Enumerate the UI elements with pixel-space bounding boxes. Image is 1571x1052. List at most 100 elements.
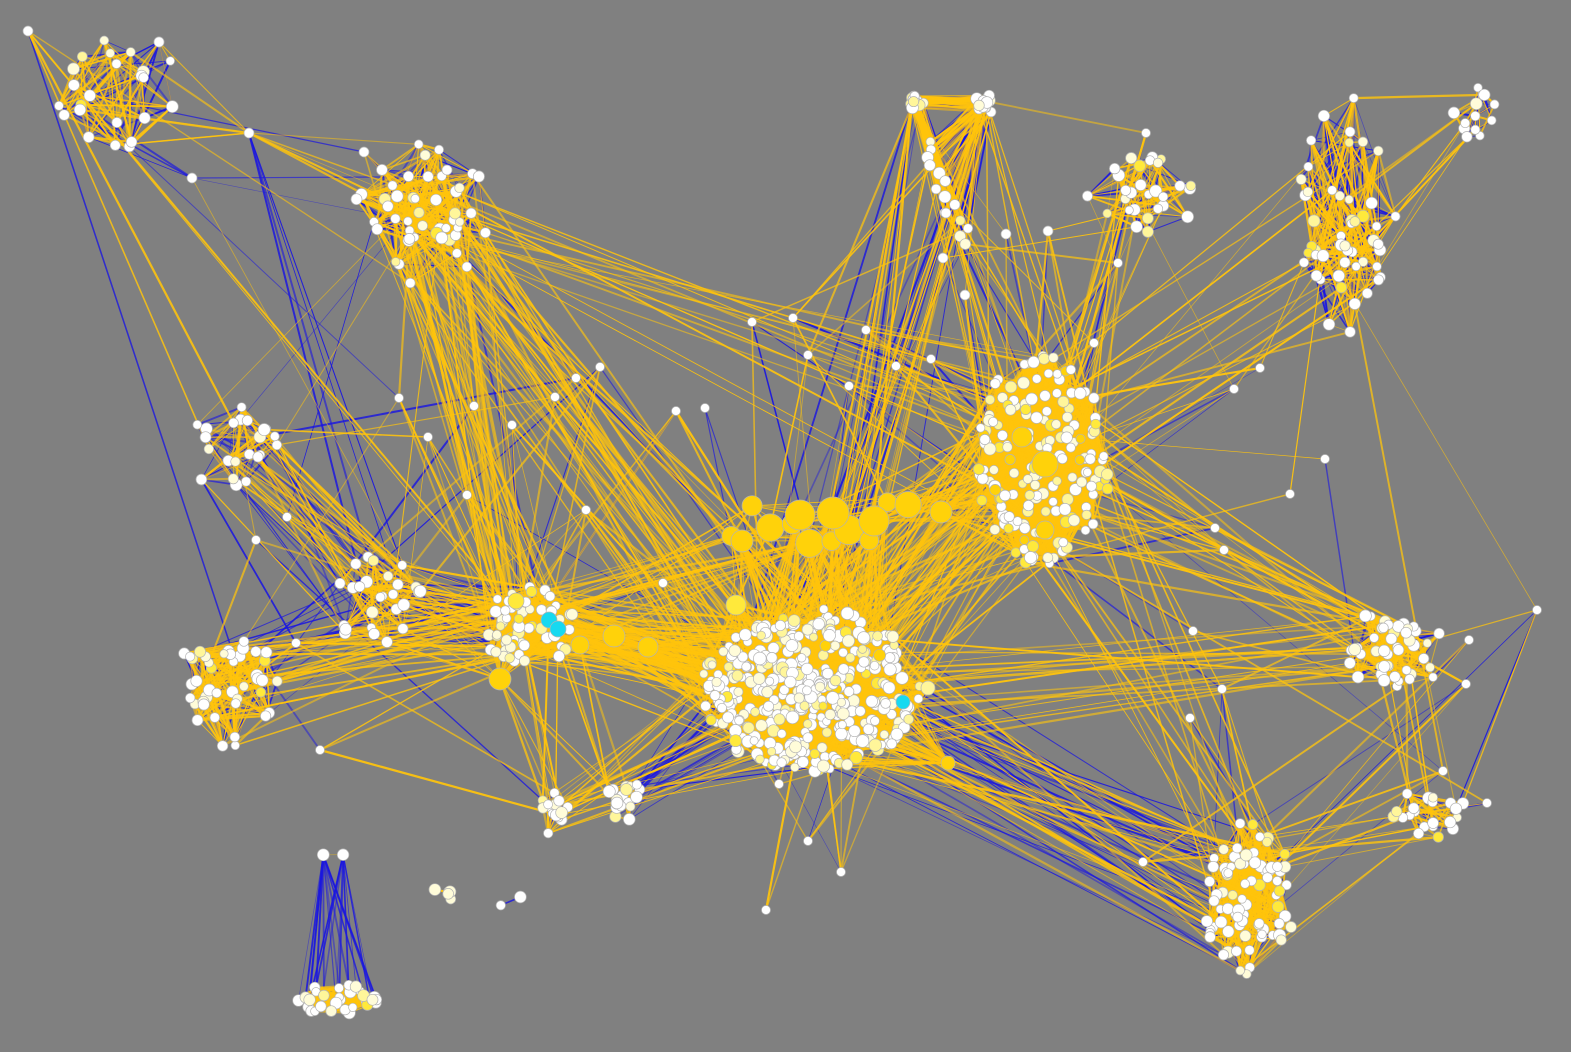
graph-node-satellite[interactable] xyxy=(891,361,901,371)
graph-node-satellite[interactable] xyxy=(747,317,757,327)
graph-node[interactable] xyxy=(1235,965,1245,976)
graph-node[interactable] xyxy=(334,577,346,589)
graph-node[interactable] xyxy=(705,714,717,726)
graph-node[interactable] xyxy=(802,685,812,696)
graph-node[interactable] xyxy=(376,164,388,176)
graph-node[interactable] xyxy=(1378,622,1389,633)
graph-node[interactable] xyxy=(366,993,379,1006)
graph-node[interactable] xyxy=(883,662,897,677)
graph-node[interactable] xyxy=(1361,287,1373,299)
graph-node[interactable] xyxy=(519,655,531,667)
graph-node[interactable] xyxy=(890,727,904,741)
graph-node[interactable] xyxy=(165,56,175,66)
graph-node[interactable] xyxy=(959,238,972,250)
graph-node-satellite[interactable] xyxy=(315,745,325,755)
graph-node-satellite[interactable] xyxy=(1320,454,1330,464)
graph-node[interactable] xyxy=(1310,269,1323,282)
graph-node[interactable] xyxy=(1074,454,1086,466)
graph-node[interactable] xyxy=(1052,369,1062,379)
graph-node[interactable] xyxy=(997,392,1008,404)
graph-node[interactable] xyxy=(325,1005,337,1017)
graph-node[interactable] xyxy=(814,681,826,692)
graph-node-satellite[interactable] xyxy=(571,373,581,383)
graph-node[interactable] xyxy=(809,632,819,642)
graph-node[interactable] xyxy=(819,604,829,614)
graph-node[interactable] xyxy=(755,719,768,732)
graph-node[interactable] xyxy=(544,591,556,602)
graph-node[interactable] xyxy=(1470,97,1483,110)
graph-node[interactable] xyxy=(1030,411,1043,424)
graph-node[interactable] xyxy=(138,72,149,83)
graph-node[interactable] xyxy=(191,714,204,727)
graph-node[interactable] xyxy=(227,473,239,485)
graph-node[interactable] xyxy=(1407,802,1420,814)
graph-node[interactable] xyxy=(999,489,1011,502)
graph-node[interactable] xyxy=(793,692,805,704)
graph-node[interactable] xyxy=(1134,179,1147,191)
graph-node[interactable] xyxy=(1075,433,1086,444)
graph-node[interactable] xyxy=(1057,395,1070,408)
graph-node[interactable] xyxy=(1068,514,1081,527)
graph-node[interactable] xyxy=(434,144,444,155)
graph-node-satellite[interactable] xyxy=(937,252,949,264)
graph-node-satellite[interactable] xyxy=(774,779,784,789)
graph-node[interactable] xyxy=(1348,93,1359,103)
graph-node[interactable] xyxy=(209,712,221,723)
graph-node[interactable] xyxy=(1004,454,1016,466)
graph-node[interactable] xyxy=(882,681,896,695)
graph-node[interactable] xyxy=(513,613,524,624)
graph-node[interactable] xyxy=(1109,162,1121,175)
graph-node[interactable] xyxy=(1214,915,1228,929)
graph-node[interactable] xyxy=(1004,404,1017,416)
graph-node[interactable] xyxy=(105,48,115,58)
graph-node[interactable] xyxy=(756,513,785,542)
graph-node[interactable] xyxy=(1227,890,1238,901)
graph-node-satellite[interactable] xyxy=(581,505,591,515)
graph-node[interactable] xyxy=(709,690,721,701)
graph-node[interactable] xyxy=(219,649,229,659)
graph-node[interactable] xyxy=(630,790,643,804)
graph-node[interactable] xyxy=(1285,921,1297,933)
graph-node[interactable] xyxy=(843,686,855,697)
graph-node[interactable] xyxy=(796,653,807,663)
graph-node[interactable] xyxy=(1413,827,1425,840)
graph-node[interactable] xyxy=(1470,110,1481,122)
graph-node[interactable] xyxy=(454,182,465,194)
graph-node[interactable] xyxy=(1298,257,1310,268)
graph-node[interactable] xyxy=(402,170,415,182)
graph-node[interactable] xyxy=(190,674,203,688)
graph-node-satellite[interactable] xyxy=(282,512,292,522)
graph-node-satellite[interactable] xyxy=(423,432,433,442)
graph-node[interactable] xyxy=(1085,480,1097,492)
graph-node[interactable] xyxy=(1052,388,1062,399)
graph-node[interactable] xyxy=(1090,418,1101,430)
graph-node[interactable] xyxy=(382,200,394,213)
graph-node[interactable] xyxy=(271,439,283,451)
graph-node[interactable] xyxy=(1302,186,1314,198)
graph-node[interactable] xyxy=(367,555,379,567)
graph-node[interactable] xyxy=(1067,472,1078,483)
graph-node[interactable] xyxy=(192,419,203,430)
graph-node[interactable] xyxy=(410,194,420,204)
graph-node[interactable] xyxy=(195,473,208,486)
graph-node[interactable] xyxy=(230,698,241,709)
graph-node[interactable] xyxy=(199,431,212,444)
graph-node[interactable] xyxy=(1025,392,1039,406)
graph-node[interactable] xyxy=(733,686,744,697)
graph-node-satellite[interactable] xyxy=(1113,258,1123,268)
graph-node[interactable] xyxy=(334,983,344,994)
graph-node[interactable] xyxy=(1152,157,1164,168)
graph-node[interactable] xyxy=(1080,525,1091,536)
graph-node[interactable] xyxy=(413,207,425,219)
graph-node[interactable] xyxy=(1273,918,1285,929)
graph-node[interactable] xyxy=(1038,352,1050,365)
graph-node[interactable] xyxy=(1272,861,1283,872)
graph-node[interactable] xyxy=(1377,674,1391,687)
graph-node[interactable] xyxy=(1101,468,1114,481)
graph-node-satellite[interactable] xyxy=(1438,766,1448,776)
graph-node[interactable] xyxy=(610,796,624,810)
graph-node[interactable] xyxy=(1088,392,1100,404)
graph-node[interactable] xyxy=(165,100,179,113)
graph-node[interactable] xyxy=(257,423,271,437)
